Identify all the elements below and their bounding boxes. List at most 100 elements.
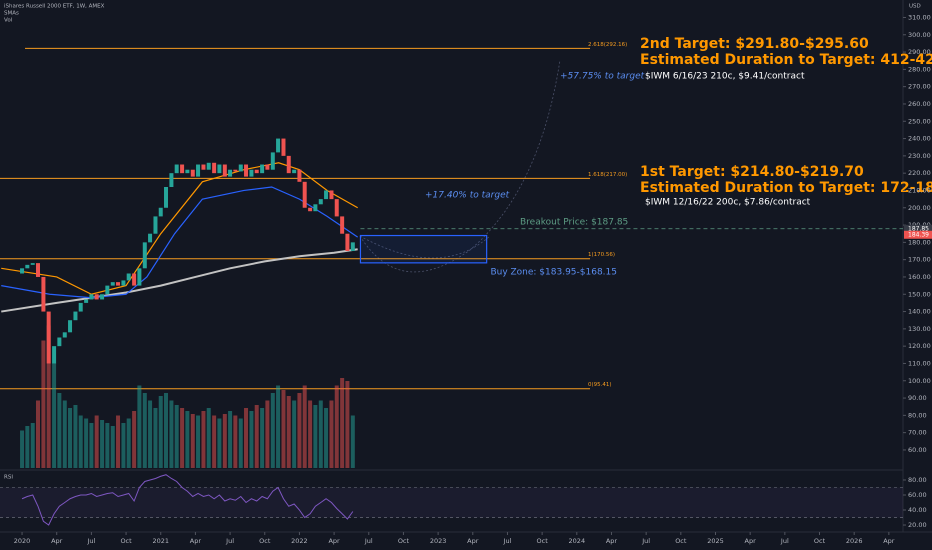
volume-bar [196, 415, 201, 468]
x-tick-label: Jul [86, 537, 95, 545]
percent-label: +17.40% to target [425, 191, 510, 201]
volume-bar [292, 400, 297, 468]
candle [286, 155, 291, 174]
volume-bar [302, 385, 307, 468]
volume-bar [169, 400, 174, 468]
volume-bar [265, 400, 270, 468]
candle [313, 204, 318, 212]
x-tick-label: Oct [120, 537, 132, 545]
volume-bar [238, 418, 243, 468]
candle [57, 337, 62, 347]
volume-bar [41, 340, 46, 468]
y-tick-label: 210.00 [908, 186, 931, 194]
volume-bar [270, 393, 275, 468]
projection-path [359, 59, 561, 273]
candle [281, 138, 286, 156]
volume-bar [313, 405, 318, 468]
candle [196, 164, 201, 177]
buy-zone-label: Buy Zone: $183.95-$168.15 [490, 267, 617, 277]
candle [180, 164, 185, 174]
y-tick-label: 290.00 [908, 48, 931, 56]
x-tick-label: 2022 [291, 537, 308, 545]
fib-label: 1.618(217.00) [588, 172, 627, 178]
moving-average [1, 248, 358, 313]
volume-bar [249, 411, 254, 468]
volume-bar [148, 400, 153, 468]
volume-bar [345, 381, 350, 468]
volume-bar [132, 411, 137, 468]
candle [276, 138, 281, 153]
candle [46, 311, 51, 364]
fib-label: 0(95.41) [588, 382, 612, 388]
candle [318, 199, 323, 205]
candle [302, 181, 307, 208]
x-tick-label: 2025 [707, 537, 724, 545]
volume-bar [286, 396, 291, 468]
candle [260, 164, 265, 174]
candle [62, 332, 67, 338]
option-text: $IWM 6/16/23 210c, $9.41/contract [645, 72, 805, 82]
candle [126, 273, 131, 281]
x-tick-label: Oct [537, 537, 549, 545]
candle [254, 169, 259, 174]
x-tick-label: Oct [259, 537, 271, 545]
candle [137, 268, 142, 286]
candle [329, 190, 334, 200]
volume-bar [190, 414, 195, 468]
volume-bar [20, 430, 25, 468]
volume-bar [174, 405, 179, 468]
volume-bar [340, 378, 345, 468]
y-tick-label: 130.00 [908, 325, 931, 333]
volume-bar [254, 405, 259, 468]
candle [73, 311, 78, 321]
price-tag [904, 230, 932, 239]
candle [185, 169, 190, 174]
volume-bar [222, 414, 227, 468]
volume-bar [350, 415, 355, 468]
candle [142, 242, 147, 269]
volume-bar [185, 411, 190, 468]
x-tick-label: Apr [467, 537, 479, 545]
candle [340, 216, 345, 234]
x-tick-label: 2024 [569, 537, 586, 545]
currency-label: USD [909, 4, 921, 10]
rsi-band [0, 487, 903, 518]
price-tag-label: 184.39 [908, 231, 929, 238]
candle [121, 280, 126, 286]
candle [148, 233, 153, 243]
x-tick-label: Apr [745, 537, 757, 545]
volume-bar [116, 415, 121, 468]
volume-bar [36, 400, 41, 468]
volume-bar [121, 423, 126, 468]
volume-bar [318, 400, 323, 468]
rsi-tick-label: 20.00 [908, 521, 927, 529]
x-tick-label: 2020 [14, 537, 31, 545]
chart-title: iShares Russell 2000 ETF, 1W, AMEX [4, 4, 105, 10]
x-tick-label: 2021 [152, 537, 169, 545]
candle [244, 164, 249, 177]
candle [30, 263, 35, 265]
volume-bar [260, 408, 265, 468]
y-tick-label: 170.00 [908, 256, 931, 264]
candle [84, 299, 89, 303]
y-tick-label: 280.00 [908, 65, 931, 73]
volume-bar [334, 385, 339, 468]
fib-label: 1(170.56) [588, 252, 615, 258]
volume-bar [201, 411, 206, 468]
candle [36, 263, 41, 277]
buy-zone [359, 234, 488, 264]
y-tick-label: 230.00 [908, 152, 931, 160]
percent-label: +57.75% to target [560, 72, 645, 82]
candle [25, 264, 30, 269]
volume-bar [180, 408, 185, 468]
candle [308, 207, 313, 212]
y-tick-label: 80.00 [908, 411, 927, 419]
x-tick-label: Jul [641, 537, 650, 545]
price-tag-label: 187.85 [908, 225, 929, 232]
volume-bar [244, 408, 249, 468]
volume-bar [30, 423, 35, 468]
candle [164, 187, 169, 208]
candle [153, 216, 158, 234]
candle [190, 169, 195, 177]
